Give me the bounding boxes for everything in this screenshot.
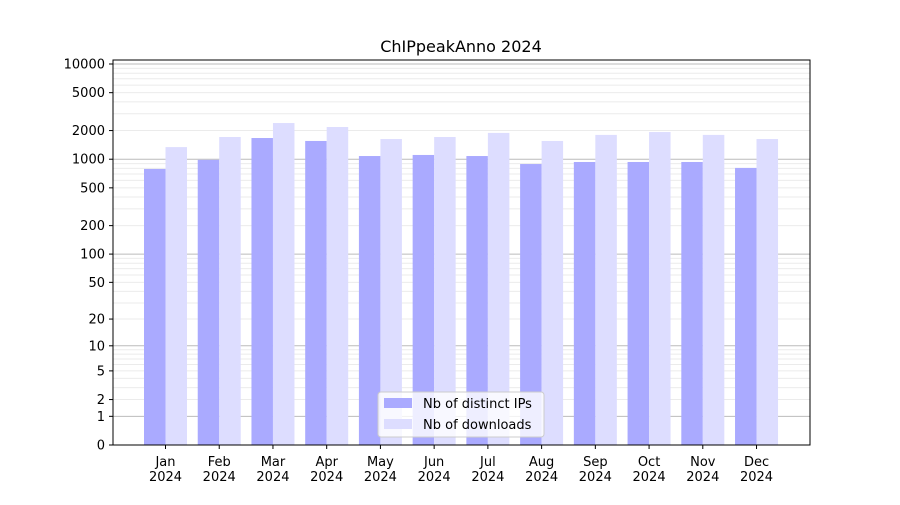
bar-downloads	[487, 132, 510, 446]
x-tick-label: Jan 2024	[149, 455, 182, 485]
x-tick-label: Oct 2024	[633, 455, 666, 485]
x-tick-label: Mar 2024	[256, 455, 289, 485]
bars	[144, 123, 779, 446]
legend-swatch	[384, 419, 412, 429]
y-tick-label: 10000	[64, 58, 105, 73]
bar-distinct-ips	[197, 159, 220, 446]
bar-distinct-ips	[735, 167, 757, 446]
x-tick-label: Sep 2024	[579, 455, 612, 485]
bar-downloads	[702, 134, 725, 445]
y-tick-label: 50	[88, 276, 105, 291]
x-tick-label: Aug 2024	[525, 455, 558, 485]
bar-downloads	[165, 147, 187, 445]
bar-downloads	[434, 136, 456, 445]
x-tick-label: Dec 2024	[740, 455, 773, 485]
bar-distinct-ips	[144, 168, 166, 445]
bar-distinct-ips	[627, 161, 650, 445]
y-tick-label: 2	[97, 393, 105, 408]
x-tick-label: Apr 2024	[310, 455, 343, 485]
y-tick-label: 200	[80, 219, 105, 234]
x-tick-label: May 2024	[364, 455, 397, 485]
x-tick-label: Jul 2024	[471, 455, 504, 485]
bar-downloads	[649, 132, 671, 445]
y-tick-label: 10	[88, 339, 105, 354]
bar-downloads	[326, 126, 349, 446]
x-tick-label: Jun 2024	[418, 455, 451, 485]
bar-downloads	[272, 123, 295, 445]
legend: Nb of distinct IPs Nb of downloads	[377, 391, 545, 438]
y-tick-label: 0	[97, 439, 105, 454]
bar-downloads	[541, 140, 564, 445]
bar-downloads	[219, 136, 241, 445]
bar-distinct-ips	[358, 156, 381, 445]
y-tick-label: 1	[97, 410, 105, 425]
y-axis: 0 1 2 5 10 20 50 100 200 500 1000 2000 5000 10000	[64, 58, 113, 454]
bar-downloads	[380, 139, 402, 445]
x-tick-label: Feb 2024	[203, 455, 236, 485]
bar-distinct-ips	[520, 164, 542, 445]
bar-downloads	[595, 134, 617, 445]
plot-frame	[112, 59, 811, 446]
y-tick-label: 5000	[72, 86, 105, 101]
legend-label: Nb of downloads	[423, 418, 532, 433]
bar-distinct-ips	[466, 156, 488, 445]
y-tick-label: 20	[88, 313, 105, 328]
y-tick-label: 100	[80, 248, 105, 263]
legend-box	[377, 391, 545, 438]
bar-distinct-ips	[305, 140, 327, 445]
y-tick-label: 5	[97, 364, 105, 379]
bar-distinct-ips	[573, 161, 596, 445]
bar-downloads	[756, 139, 779, 445]
chart-title: ChIPpeakAnno 2024	[380, 37, 542, 56]
bar-distinct-ips	[412, 154, 435, 445]
y-tick-label: 2000	[72, 124, 105, 139]
y-tick-label: 1000	[72, 153, 105, 168]
legend-swatch	[384, 398, 412, 408]
y-tick-label: 500	[80, 181, 105, 196]
x-tick-label: Nov 2024	[686, 455, 719, 485]
bar-distinct-ips	[681, 161, 703, 445]
bar-distinct-ips	[251, 138, 273, 445]
x-axis: Jan 2024 Feb 2024 Mar 2024 Apr 2024 May 2024 Jun 20…	[149, 445, 773, 485]
legend-label: Nb of distinct IPs	[423, 397, 532, 412]
